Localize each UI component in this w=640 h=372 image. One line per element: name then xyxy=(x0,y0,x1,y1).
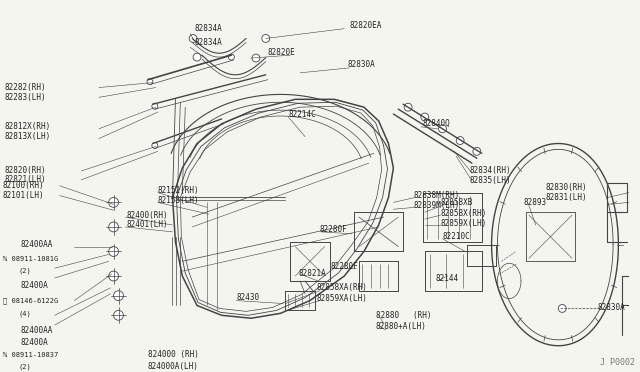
Text: 82834A: 82834A xyxy=(194,38,222,47)
Text: (2): (2) xyxy=(19,268,31,275)
Circle shape xyxy=(193,53,201,61)
Text: 82152(RH): 82152(RH) xyxy=(158,186,200,195)
Text: 82153(LH): 82153(LH) xyxy=(158,196,200,205)
Text: 82830A: 82830A xyxy=(598,303,625,312)
Circle shape xyxy=(473,147,481,155)
Circle shape xyxy=(456,137,464,144)
Text: 82880+A(LH): 82880+A(LH) xyxy=(376,322,427,331)
Circle shape xyxy=(421,113,429,121)
Text: 82101(LH): 82101(LH) xyxy=(3,191,44,200)
Text: 82858XA(RH): 82858XA(RH) xyxy=(317,283,368,292)
Text: 82821(LH): 82821(LH) xyxy=(4,175,46,184)
Text: 82401(LH): 82401(LH) xyxy=(126,221,168,230)
Text: 82858XB: 82858XB xyxy=(440,198,473,207)
Text: 82821A: 82821A xyxy=(298,269,326,278)
Text: 82838M(RH): 82838M(RH) xyxy=(413,191,460,200)
Circle shape xyxy=(404,103,412,111)
Text: 82858X(RH): 82858X(RH) xyxy=(440,209,487,218)
Text: 82210C: 82210C xyxy=(442,232,470,241)
Circle shape xyxy=(228,54,234,60)
Text: 82820E: 82820E xyxy=(268,48,296,57)
Text: 82430: 82430 xyxy=(236,293,259,302)
Text: ℕ 08911-10837: ℕ 08911-10837 xyxy=(3,352,58,357)
Text: 82831(LH): 82831(LH) xyxy=(545,193,587,202)
Text: 82400AA: 82400AA xyxy=(20,326,52,334)
Text: 82400A: 82400A xyxy=(20,338,48,347)
Text: (2): (2) xyxy=(19,363,31,370)
Text: 82400AA: 82400AA xyxy=(20,240,52,249)
Circle shape xyxy=(558,305,566,312)
Text: 82100(RH): 82100(RH) xyxy=(3,181,44,190)
Text: Ⓑ 08146-6122G: Ⓑ 08146-6122G xyxy=(3,297,58,304)
Text: 82839M(LH): 82839M(LH) xyxy=(413,201,460,210)
Text: 82880   (RH): 82880 (RH) xyxy=(376,311,431,320)
Text: 82400A: 82400A xyxy=(20,281,48,291)
Text: 82893: 82893 xyxy=(524,198,547,207)
Circle shape xyxy=(152,103,158,109)
Text: 824000 (RH): 824000 (RH) xyxy=(148,350,199,359)
Text: 82144: 82144 xyxy=(436,275,459,283)
Text: 82282(RH): 82282(RH) xyxy=(4,83,46,92)
Circle shape xyxy=(109,222,118,232)
Text: (4): (4) xyxy=(19,310,31,317)
Text: 82834(RH): 82834(RH) xyxy=(470,167,511,176)
Circle shape xyxy=(113,310,124,320)
Text: J P0002: J P0002 xyxy=(600,358,634,367)
Text: 82859XA(LH): 82859XA(LH) xyxy=(317,294,368,303)
Circle shape xyxy=(262,35,269,42)
Circle shape xyxy=(113,291,124,301)
Text: 824000A(LH): 824000A(LH) xyxy=(148,362,199,371)
Text: 82830A: 82830A xyxy=(348,61,375,70)
Circle shape xyxy=(438,125,447,133)
Text: 82812X(RH): 82812X(RH) xyxy=(4,122,51,131)
Text: 82400(RH): 82400(RH) xyxy=(126,211,168,219)
Text: 82283(LH): 82283(LH) xyxy=(4,93,46,102)
Circle shape xyxy=(109,198,118,207)
Text: 82820(RH): 82820(RH) xyxy=(4,166,46,174)
Text: ℕ 08911-1081G: ℕ 08911-1081G xyxy=(3,256,58,262)
Circle shape xyxy=(147,79,153,84)
Text: 82835(LH): 82835(LH) xyxy=(470,176,511,185)
Text: 82834A: 82834A xyxy=(194,24,222,33)
Text: 82859X(LH): 82859X(LH) xyxy=(440,218,487,228)
Circle shape xyxy=(152,142,158,148)
Text: 82280F: 82280F xyxy=(330,262,358,271)
Circle shape xyxy=(109,271,118,281)
Text: 82830(RH): 82830(RH) xyxy=(545,183,587,192)
Text: 82214C: 82214C xyxy=(289,109,316,119)
Text: 82820EA: 82820EA xyxy=(349,21,381,30)
Circle shape xyxy=(109,247,118,256)
Circle shape xyxy=(189,35,197,42)
Circle shape xyxy=(252,54,260,62)
Text: 82840Q: 82840Q xyxy=(423,119,451,128)
Text: 82280F: 82280F xyxy=(320,225,348,234)
Text: 82813X(LH): 82813X(LH) xyxy=(4,132,51,141)
